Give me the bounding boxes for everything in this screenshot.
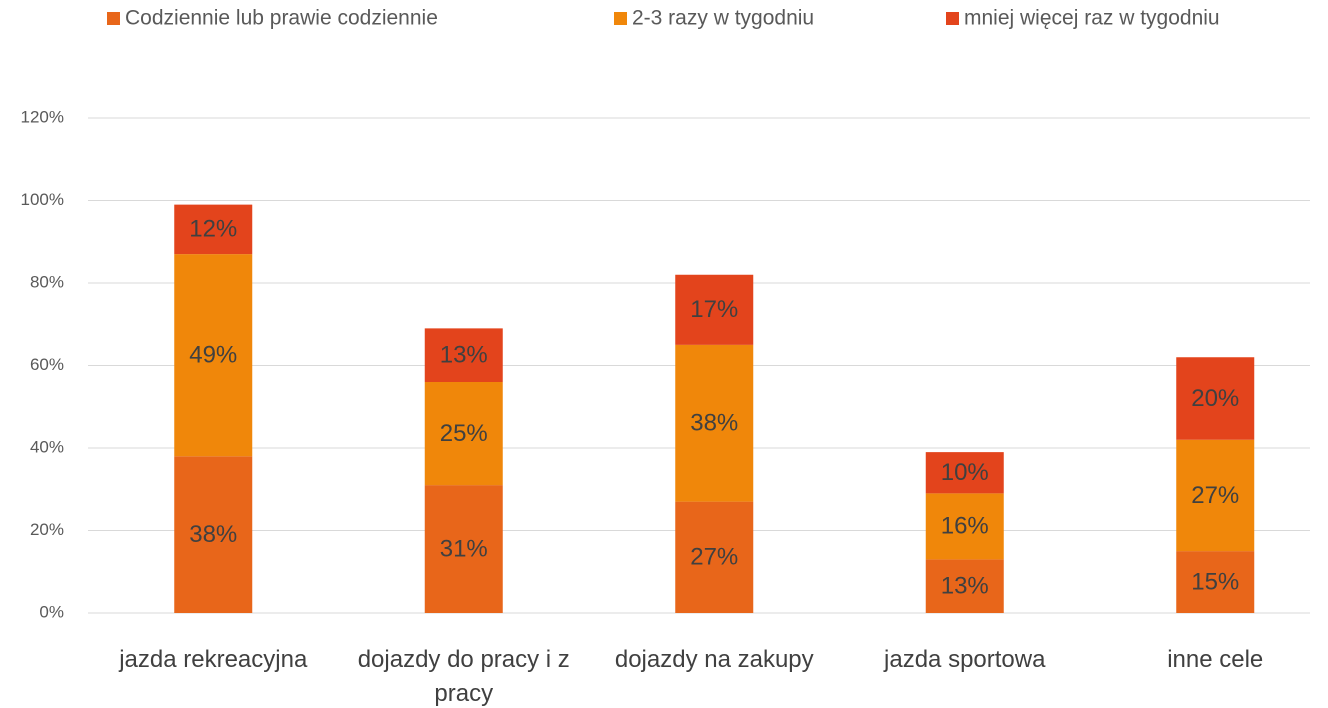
bar-segment xyxy=(424,328,503,382)
data-label: 38% xyxy=(690,410,738,437)
x-tick-label: jazda sportowa xyxy=(884,646,1046,673)
legend-swatch xyxy=(946,12,959,25)
bar-segment xyxy=(174,456,253,613)
y-tick-label: 0% xyxy=(39,602,64,621)
data-label: 38% xyxy=(189,521,237,548)
y-tick-label: 80% xyxy=(30,272,64,291)
data-label: 13% xyxy=(440,342,488,369)
data-label: 49% xyxy=(189,342,237,369)
bar-segment xyxy=(1176,357,1255,440)
y-tick-label: 100% xyxy=(21,190,64,209)
bar-segment xyxy=(1176,551,1255,613)
data-label: 27% xyxy=(1191,482,1239,509)
legend-swatch xyxy=(107,12,120,25)
data-label: 27% xyxy=(690,544,738,571)
bar-segment xyxy=(424,485,503,613)
data-label: 31% xyxy=(440,535,488,562)
y-tick-label: 120% xyxy=(21,107,64,126)
legend-swatch xyxy=(614,12,627,25)
legend-label: mniej więcej raz w tygodniu xyxy=(964,7,1220,30)
x-tick-label: jazda rekreacyjna xyxy=(119,646,308,673)
data-label: 17% xyxy=(690,296,738,323)
bar-segment xyxy=(174,254,253,457)
bar-segment xyxy=(1176,439,1255,552)
data-label: 13% xyxy=(941,573,989,600)
bar-segment xyxy=(675,344,754,502)
x-tick-label: dojazdy do pracy i z pracy xyxy=(357,646,570,707)
data-label: 10% xyxy=(941,459,989,486)
bar-segment xyxy=(925,452,1004,494)
bar-segment xyxy=(424,382,503,486)
data-label: 16% xyxy=(941,513,989,540)
bar-segment xyxy=(174,204,253,255)
x-tick-label: dojazdy na zakupy xyxy=(614,646,814,673)
y-tick-label: 40% xyxy=(30,437,64,456)
data-label: 25% xyxy=(440,420,488,447)
x-tick-label: inne cele xyxy=(1167,646,1264,673)
legend-label: Codziennie lub prawie codziennie xyxy=(125,7,438,30)
data-label: 12% xyxy=(189,216,237,243)
bar-segment xyxy=(675,501,754,613)
y-tick-label: 20% xyxy=(30,520,64,539)
bar-segment xyxy=(925,559,1004,613)
bar-segment xyxy=(675,274,754,345)
legend-label: 2-3 razy w tygodniu xyxy=(632,7,814,30)
data-label: 15% xyxy=(1191,568,1239,595)
y-tick-label: 60% xyxy=(30,355,64,374)
data-label: 20% xyxy=(1191,385,1239,412)
bar-segment xyxy=(925,493,1004,560)
